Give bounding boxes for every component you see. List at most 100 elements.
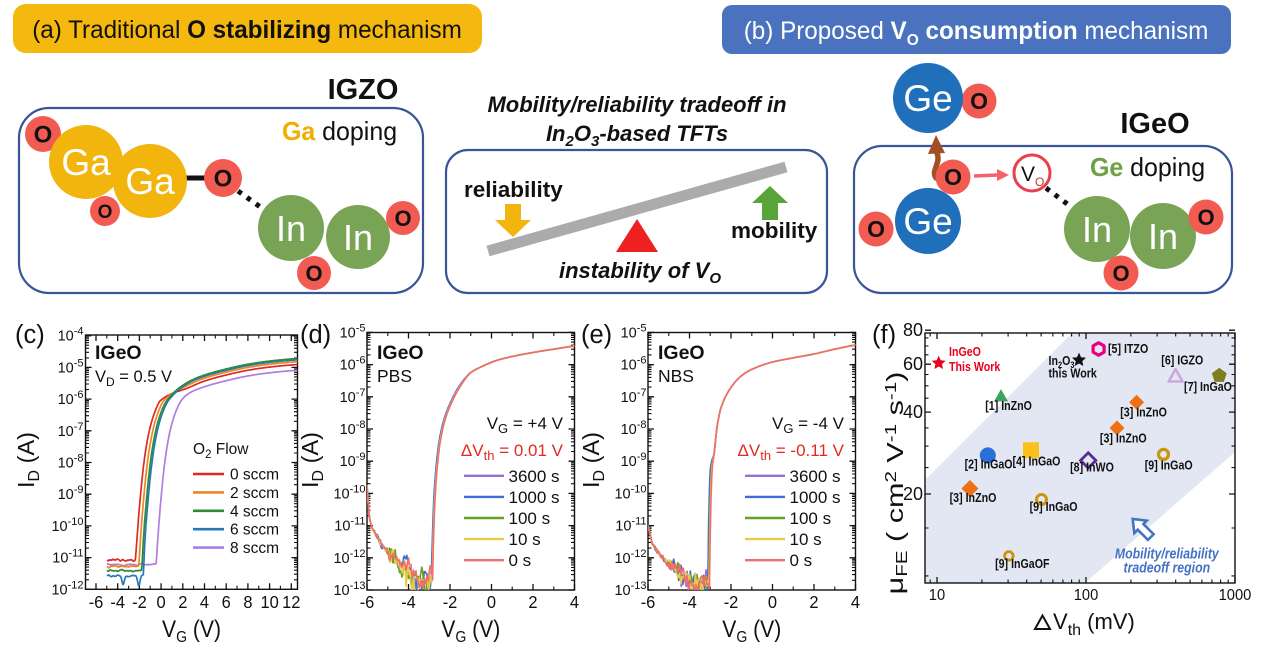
- svg-text:InGeO: InGeO: [949, 344, 981, 359]
- svg-text:-6: -6: [89, 593, 104, 613]
- svg-text:4 sccm: 4 sccm: [230, 503, 279, 520]
- svg-text:μFE​ ( cm2​ V-1​ s-1​): μFE​ ( cm2​ V-1​ s-1​): [882, 372, 911, 595]
- svg-text:-4: -4: [401, 593, 416, 613]
- svg-text:IGeO: IGeO: [1120, 108, 1189, 140]
- svg-text:O: O: [1035, 175, 1044, 189]
- svg-text:[9] InGaO: [9] InGaO: [1030, 499, 1078, 514]
- svg-text:10: 10: [260, 593, 278, 613]
- svg-text:O: O: [305, 261, 322, 286]
- svg-text:Ga doping: Ga doping: [282, 118, 397, 147]
- svg-text:3600 s: 3600 s: [509, 467, 560, 486]
- svg-text:(a) Traditional O stabilizing: (a) Traditional O stabilizing mechanism: [32, 17, 462, 44]
- svg-text:O: O: [1197, 205, 1214, 230]
- svg-text:O: O: [98, 202, 113, 223]
- svg-text:V: V: [1021, 163, 1035, 186]
- svg-text:4: 4: [851, 593, 860, 613]
- svg-text:80: 80: [903, 320, 923, 340]
- svg-text:IGZO: IGZO: [328, 74, 399, 106]
- svg-text:60: 60: [903, 354, 923, 374]
- svg-text:10: 10: [929, 587, 945, 604]
- svg-text:mobility: mobility: [731, 218, 818, 243]
- svg-text:[8] InWO: [8] InWO: [1070, 459, 1114, 474]
- svg-text:40: 40: [903, 402, 923, 422]
- svg-text:This Work: This Work: [949, 359, 1001, 374]
- svg-text:VG​ = -4 V: VG​ = -4 V: [772, 414, 845, 436]
- svg-text:2: 2: [178, 593, 187, 613]
- svg-text:10 s: 10 s: [790, 530, 822, 549]
- svg-text:[9] InGaOF: [9] InGaOF: [995, 556, 1049, 571]
- svg-text:O: O: [867, 216, 885, 242]
- svg-text:0: 0: [768, 593, 777, 613]
- svg-text:[2] InGaO: [2] InGaO: [965, 457, 1013, 472]
- svg-text:O: O: [970, 88, 988, 114]
- svg-text:0 sccm: 0 sccm: [230, 467, 279, 484]
- svg-text:0 s: 0 s: [509, 551, 532, 570]
- svg-text:[3] InZnO: [3] InZnO: [1120, 404, 1167, 419]
- svg-text:6 sccm: 6 sccm: [230, 522, 279, 539]
- svg-text:O: O: [1112, 261, 1129, 286]
- svg-text:8 sccm: 8 sccm: [230, 540, 279, 557]
- svg-text:10 s: 10 s: [509, 530, 541, 549]
- svg-text:Ge: Ge: [903, 201, 952, 242]
- svg-text:-6: -6: [641, 593, 656, 613]
- svg-text:VG​ (V): VG​ (V): [441, 616, 500, 646]
- svg-text:tradeoff region: tradeoff region: [1123, 560, 1210, 576]
- svg-text:VD​ = 0.5 V: VD​ = 0.5 V: [95, 368, 172, 389]
- svg-text:IGeO: IGeO: [658, 342, 705, 364]
- svg-text:-2: -2: [132, 593, 147, 613]
- svg-text:IGeO: IGeO: [377, 342, 424, 364]
- svg-text:100: 100: [1074, 587, 1099, 604]
- svg-text:100 s: 100 s: [509, 509, 551, 528]
- svg-text:12: 12: [282, 593, 300, 613]
- svg-text:In: In: [1148, 216, 1178, 257]
- svg-text:[9] InGaO: [9] InGaO: [1145, 457, 1193, 472]
- svg-text:In2​O3​-based TFTs: In2​O3​-based TFTs: [546, 121, 728, 150]
- svg-text:[7] InGaO: [7] InGaO: [1184, 379, 1232, 394]
- svg-text:Ga: Ga: [61, 142, 111, 183]
- svg-text:[3] InZnO: [3] InZnO: [1100, 430, 1147, 445]
- svg-text:Ga: Ga: [125, 161, 175, 202]
- svg-text:-4: -4: [682, 593, 697, 613]
- svg-text:O: O: [944, 164, 962, 190]
- svg-text:[3] InZnO: [3] InZnO: [950, 490, 997, 505]
- svg-text:IGeO: IGeO: [95, 342, 142, 364]
- svg-text:VG​ (V): VG​ (V): [162, 616, 221, 646]
- svg-text:4: 4: [570, 593, 579, 613]
- svg-text:6: 6: [222, 593, 231, 613]
- svg-text:In: In: [276, 208, 306, 249]
- svg-text:ΔVth​ = -0.11 V: ΔVth​ = -0.11 V: [738, 441, 845, 463]
- svg-text:O: O: [214, 166, 233, 193]
- svg-text:(b) Proposed VO consumption me: (b) Proposed VO consumption mechanism: [744, 18, 1209, 49]
- svg-text:2: 2: [809, 593, 818, 613]
- svg-text:20: 20: [903, 484, 923, 504]
- svg-text:1000: 1000: [1219, 587, 1252, 604]
- svg-text:this Work: this Work: [1049, 365, 1098, 380]
- svg-text:(e): (e): [581, 321, 612, 349]
- svg-text:In: In: [343, 217, 373, 258]
- svg-text:8: 8: [243, 593, 252, 613]
- svg-text:[4] InGaO: [4] InGaO: [1013, 453, 1061, 468]
- svg-text:-2: -2: [443, 593, 458, 613]
- svg-text:1000 s: 1000 s: [509, 488, 560, 507]
- svg-text:0: 0: [487, 593, 496, 613]
- svg-text:Ge: Ge: [903, 78, 952, 119]
- svg-text:O: O: [34, 122, 53, 149]
- svg-text:[1] InZnO: [1] InZnO: [985, 398, 1032, 413]
- svg-text:PBS: PBS: [377, 366, 412, 386]
- svg-text:(c): (c): [15, 321, 45, 349]
- svg-text:(d): (d): [300, 321, 331, 349]
- svg-text:[6] IGZO: [6] IGZO: [1161, 352, 1203, 367]
- svg-text:2: 2: [528, 593, 537, 613]
- svg-text:Mobility/reliability tradeoff: Mobility/reliability tradeoff in: [487, 92, 786, 117]
- svg-text:-6: -6: [360, 593, 375, 613]
- svg-text:-2: -2: [724, 593, 739, 613]
- svg-text:Ge doping: Ge doping: [1090, 154, 1205, 183]
- svg-text:[5] ITZO: [5] ITZO: [1108, 341, 1148, 356]
- svg-text:(f): (f): [872, 321, 896, 349]
- svg-text:0 s: 0 s: [790, 551, 813, 570]
- svg-text:reliability: reliability: [464, 177, 563, 202]
- svg-text:In2​O3​: In2​O3​: [1049, 353, 1075, 370]
- svg-text:1000 s: 1000 s: [790, 488, 841, 507]
- svg-text:In: In: [1082, 209, 1112, 250]
- svg-text:100 s: 100 s: [790, 509, 832, 528]
